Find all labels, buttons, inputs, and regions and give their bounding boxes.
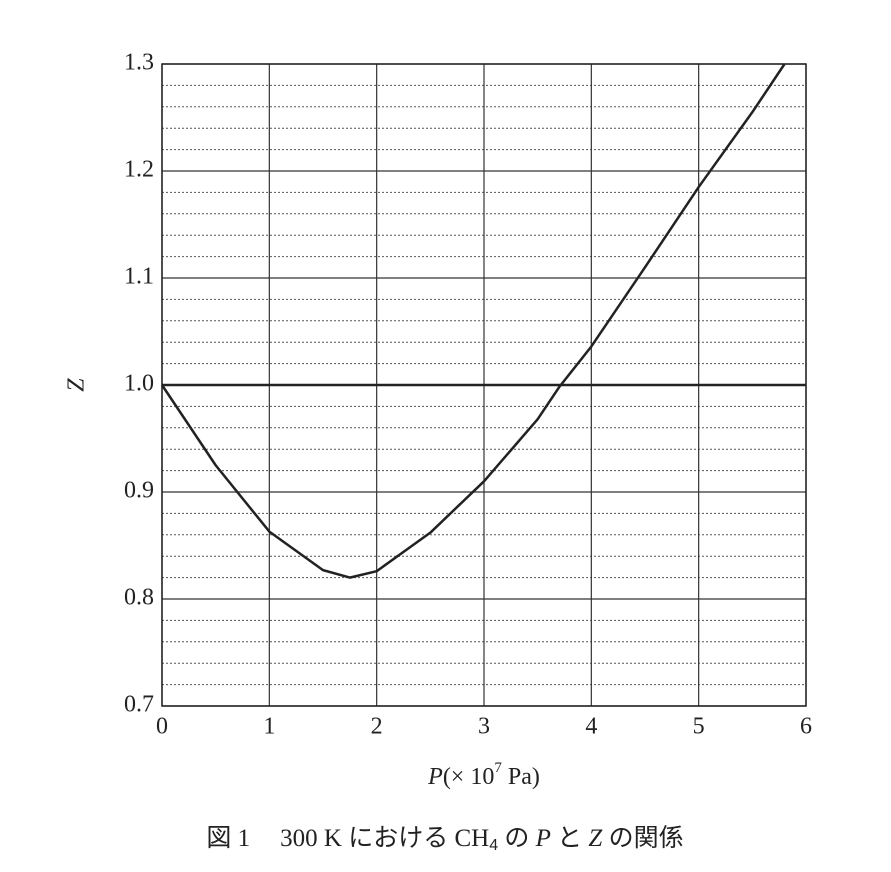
caption: 図 1 300 K における CH4 の P と Z の関係: [206, 824, 683, 855]
x-tick-label: 0: [156, 714, 168, 740]
y-tick-label: 1.1: [124, 264, 154, 290]
data-line: [160, 63, 786, 579]
x-tick-label: 4: [585, 714, 597, 740]
y-tick-label: 0.8: [124, 585, 154, 611]
x-tick-label: 2: [371, 714, 383, 740]
y-tick-label: 1.2: [124, 157, 154, 183]
x-tick-label: 3: [478, 714, 490, 740]
y-axis-label: Z: [64, 378, 90, 392]
y-tick-label: 0.7: [124, 692, 154, 718]
x-tick-label: 5: [693, 714, 705, 740]
x-axis-label: P(× 107 Pa): [427, 760, 540, 789]
x-tick-label: 1: [263, 714, 275, 740]
x-tick-label: 6: [800, 714, 812, 740]
y-tick-label: 1.3: [124, 50, 154, 76]
y-tick-label: 0.9: [124, 478, 154, 504]
y-tick-label: 1.0: [124, 371, 154, 397]
